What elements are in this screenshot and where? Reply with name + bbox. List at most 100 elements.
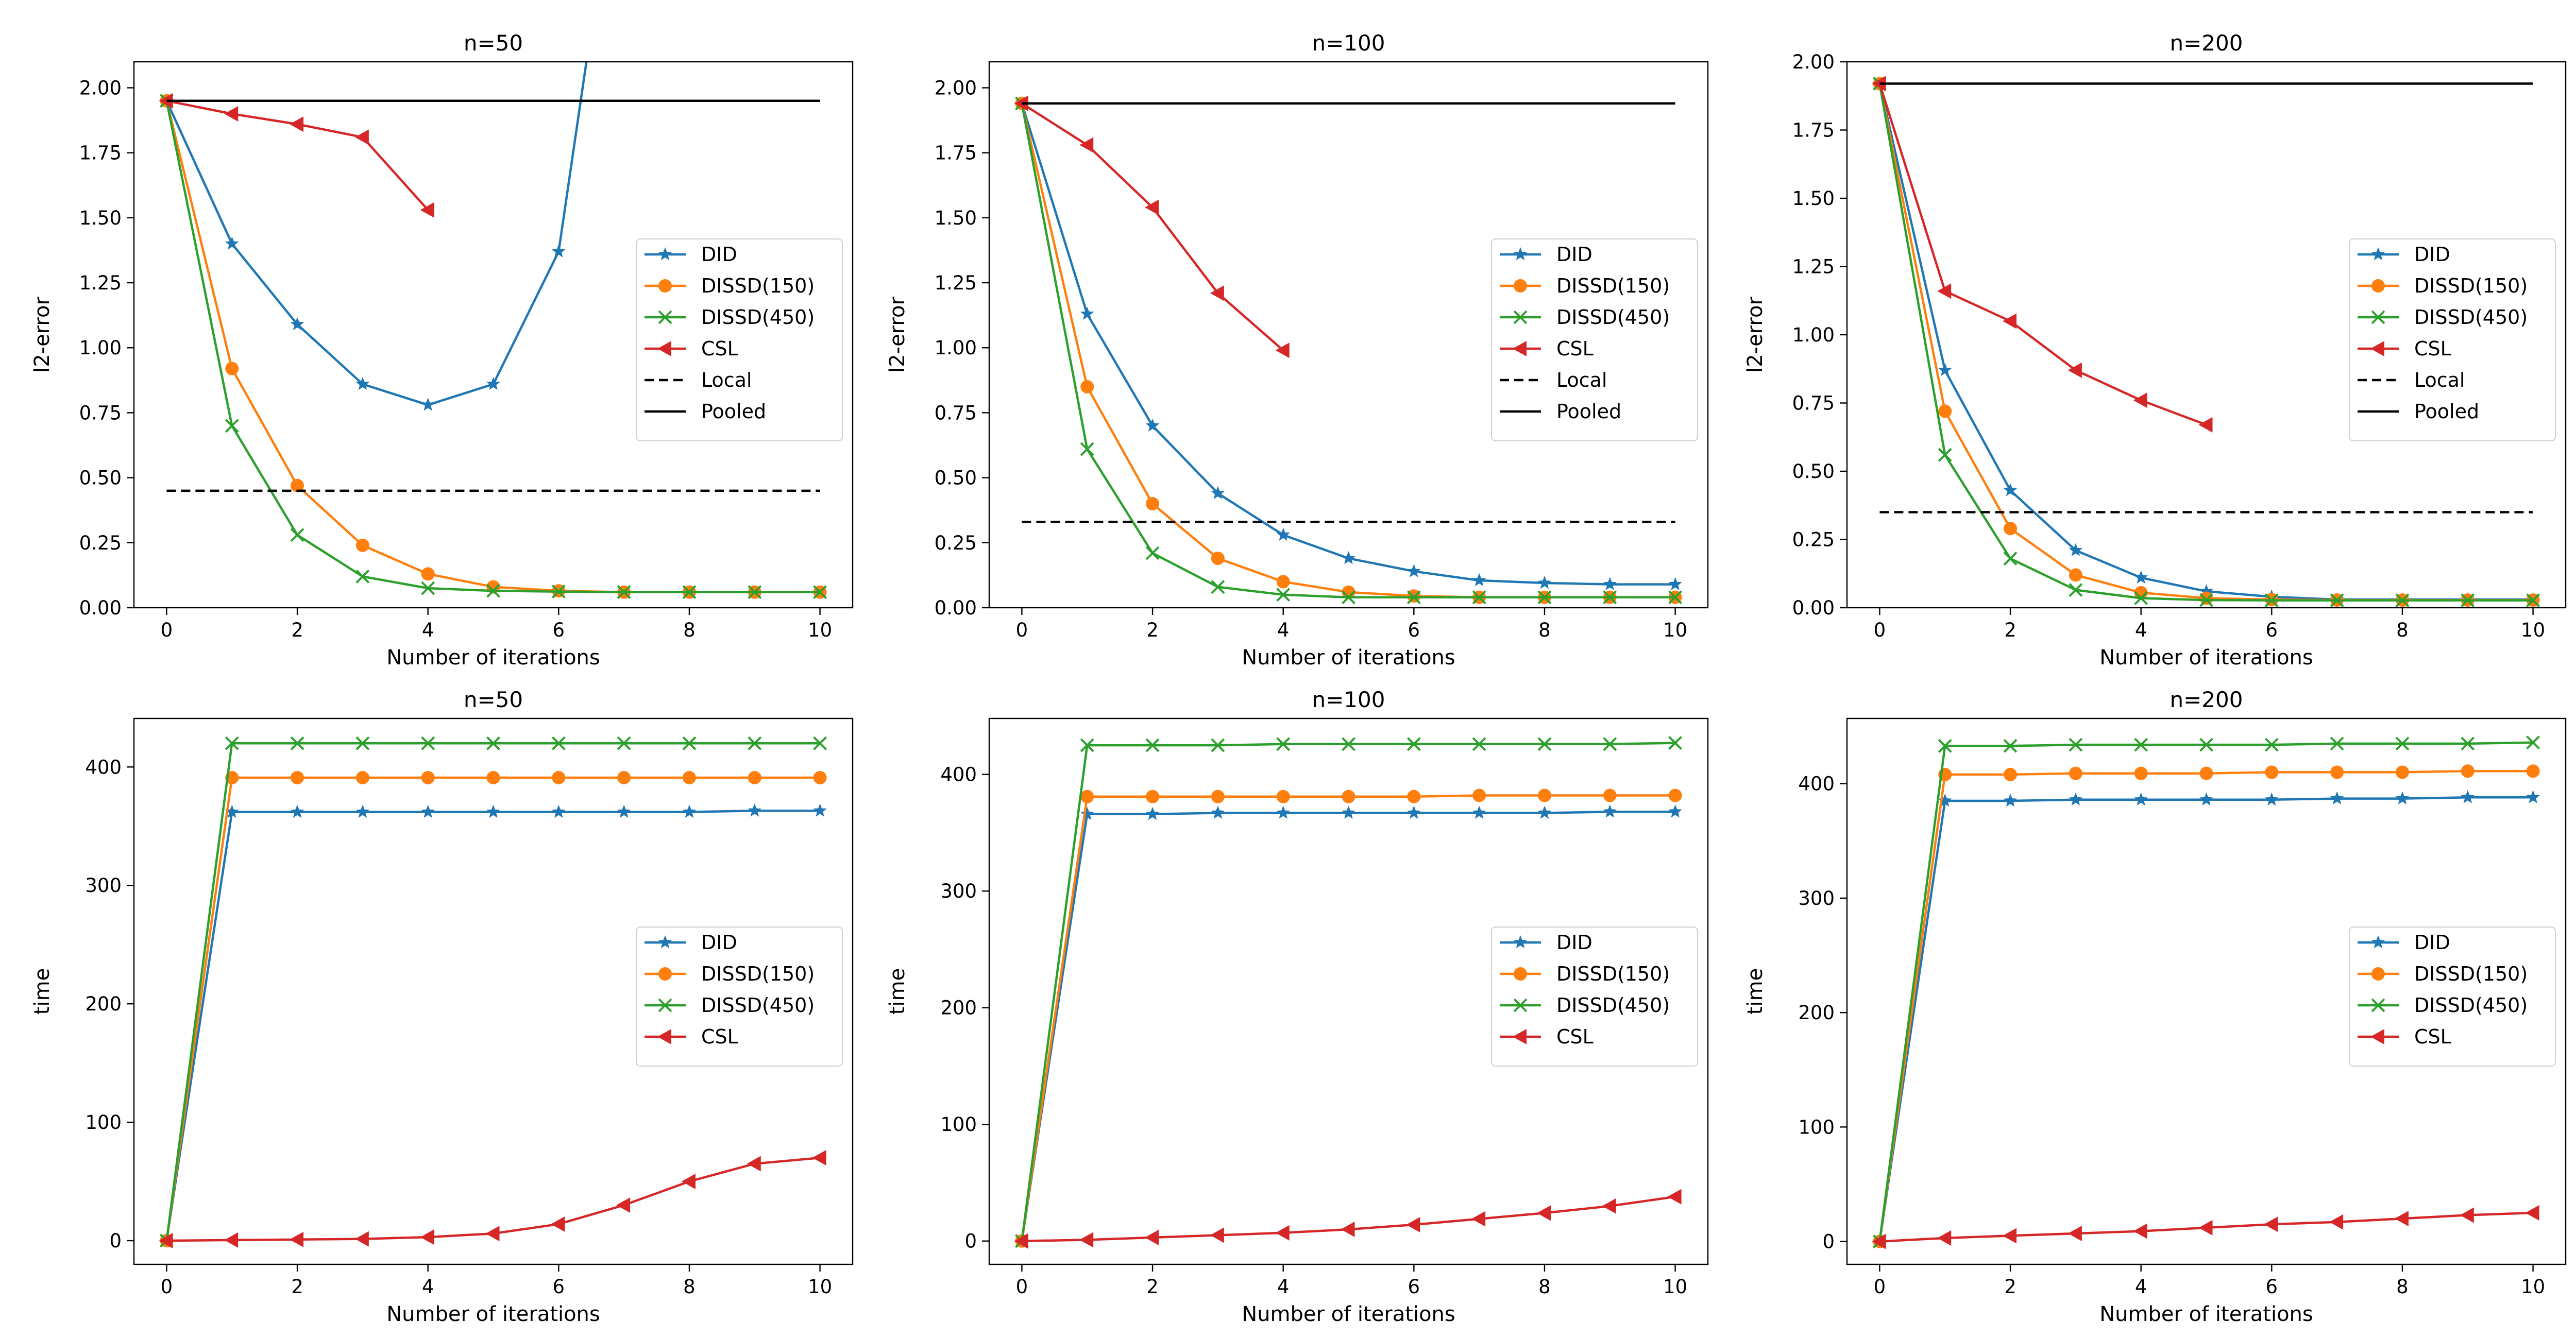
plot-area <box>1014 95 1683 605</box>
data-point <box>1603 577 1617 590</box>
legend-label: DISSD(450) <box>1556 306 1670 329</box>
x-tick-label: 0 <box>1016 1276 1028 1298</box>
x-axis-label: Number of iterations <box>1242 646 1455 670</box>
legend-marker <box>2371 310 2385 324</box>
data-point <box>552 804 566 818</box>
x-axis-label: Number of iterations <box>2099 1302 2313 1326</box>
legend-box <box>636 927 843 1067</box>
chart-panel: n=200 0 2 4 6 8 10 0.00 0.25 0.50 0.75 1.00 1.25 1.50… <box>1743 30 2567 670</box>
x-tick-label: 2 <box>2004 1276 2016 1298</box>
data-point <box>2525 1205 2539 1221</box>
x-tick-label: 6 <box>553 1276 565 1298</box>
legend-label: CSL <box>701 1025 738 1048</box>
data-point <box>290 1231 304 1247</box>
y-tick-label: 100 <box>1798 1116 1835 1138</box>
y-tick-label: 100 <box>85 1111 122 1134</box>
data-point <box>1145 199 1159 215</box>
legend-marker <box>1513 310 1528 324</box>
legend-marker <box>658 247 672 261</box>
y-tick-label: 1.25 <box>1792 256 1835 278</box>
data-point <box>2003 552 2018 566</box>
y-tick-label: 200 <box>1798 1002 1835 1024</box>
data-point <box>1211 580 1225 594</box>
legend-item: DISSD(150) <box>1500 275 1670 297</box>
data-point <box>748 585 762 599</box>
data-point <box>2198 417 2213 433</box>
data-point <box>2069 583 2083 597</box>
data-point <box>2134 737 2148 752</box>
data-point <box>355 376 370 390</box>
y-tick-label: 0 <box>1822 1231 1835 1253</box>
legend-marker <box>657 1029 671 1044</box>
data-point <box>2199 737 2213 752</box>
data-point <box>485 1226 500 1242</box>
y-tick-label: 0 <box>109 1230 122 1252</box>
data-point <box>2395 593 2410 608</box>
legend-item: DISSD(450) <box>1500 306 1670 329</box>
plot-frame <box>133 61 854 609</box>
y-axis-label: time <box>886 968 909 1015</box>
x-tick-label: 6 <box>1408 1276 1420 1298</box>
chart-panel: n=100 0 2 4 6 8 10 0.00 0.25 0.50 0.75 1.00 1.25 1.50… <box>886 30 1709 670</box>
legend-label: Pooled <box>2414 400 2479 423</box>
legend-item: DID <box>645 243 737 266</box>
legend-item: Pooled <box>645 400 766 423</box>
data-point <box>748 736 762 750</box>
legend-box <box>1491 238 1698 441</box>
data-point <box>486 804 500 818</box>
x-tick-label: 4 <box>1277 619 1290 641</box>
data-point <box>2067 1226 2082 1241</box>
y-tick-label: 1.00 <box>935 337 977 359</box>
data-point <box>225 736 239 750</box>
chart-title: n=200 <box>2170 30 2243 56</box>
legend-box <box>2349 238 2556 441</box>
y-tick-label: 200 <box>940 997 977 1019</box>
data-point <box>2526 593 2540 608</box>
data-point <box>1603 590 1617 605</box>
data-point <box>225 362 239 375</box>
data-point <box>355 538 369 552</box>
legend-marker <box>1514 279 1527 293</box>
plot-frame <box>988 61 1709 609</box>
data-point <box>1668 804 1682 818</box>
data-point <box>2003 1228 2017 1244</box>
data-point <box>224 1232 239 1248</box>
legend-marker <box>2371 967 2385 981</box>
legend-marker <box>2371 279 2385 293</box>
data-point <box>748 803 762 817</box>
legend-marker <box>2371 247 2385 261</box>
data-point <box>2067 362 2082 378</box>
data-point <box>355 736 370 750</box>
legend-label: CSL <box>701 337 738 360</box>
data-point <box>224 106 239 122</box>
data-point <box>159 1233 173 1249</box>
x-tick-label: 8 <box>1538 619 1551 641</box>
y-tick-label: 1.50 <box>1792 187 1835 210</box>
data-point <box>617 585 631 599</box>
data-point <box>1937 1230 1952 1246</box>
data-point <box>2004 522 2018 536</box>
legend-box <box>636 238 843 441</box>
data-point <box>421 398 435 411</box>
data-point <box>1668 577 1682 590</box>
data-point <box>812 1150 826 1166</box>
x-tick-label: 0 <box>1874 619 1886 641</box>
y-tick-label: 400 <box>940 764 977 786</box>
data-point <box>2264 1216 2278 1232</box>
data-point <box>290 317 304 331</box>
legend-label: CSL <box>1556 1025 1594 1048</box>
x-tick-label: 10 <box>808 1276 832 1298</box>
data-point <box>1210 285 1224 301</box>
data-point <box>2526 764 2540 778</box>
data-point <box>617 804 631 818</box>
legend: DID DISSD(150) DISSD(450) CSL Local Pooled <box>1491 238 1698 441</box>
data-point <box>2069 543 2083 556</box>
data-point <box>1080 442 1094 456</box>
data-point <box>1145 418 1160 432</box>
x-tick-label: 8 <box>1538 1276 1551 1298</box>
data-point <box>225 419 239 433</box>
y-tick-label: 1.75 <box>79 142 122 164</box>
data-point <box>290 528 304 542</box>
